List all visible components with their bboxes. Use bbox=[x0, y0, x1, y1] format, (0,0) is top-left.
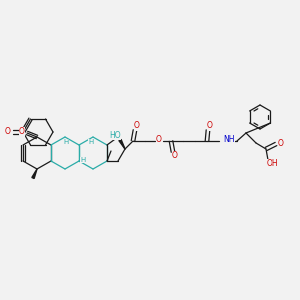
Text: O: O bbox=[19, 128, 25, 136]
Text: O: O bbox=[5, 128, 11, 136]
Text: NH: NH bbox=[223, 136, 235, 145]
Text: H: H bbox=[80, 157, 86, 163]
Polygon shape bbox=[119, 140, 125, 149]
Polygon shape bbox=[32, 169, 37, 178]
Text: H: H bbox=[63, 139, 69, 145]
Text: O: O bbox=[207, 122, 213, 130]
Text: O: O bbox=[172, 152, 178, 160]
Text: HO: HO bbox=[109, 130, 121, 140]
Text: OH: OH bbox=[266, 160, 278, 169]
Text: O: O bbox=[156, 136, 162, 145]
Text: H: H bbox=[88, 139, 94, 145]
Text: O: O bbox=[278, 139, 284, 148]
Text: O: O bbox=[134, 122, 140, 130]
